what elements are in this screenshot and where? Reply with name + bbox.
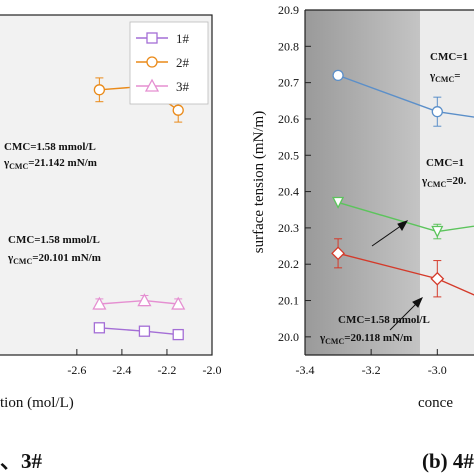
- right-series-1-point: [332, 69, 344, 82]
- right-plot-area-light: [420, 10, 474, 355]
- right-panel: 20.0 20.1 20.2 20.3 20.4 20.5 20.6 20.7 20.8 20.9…: [251, 3, 474, 473]
- left-annotation-3: CMC=1.58 mmol/L γCMC=20.101 mN/m: [7, 234, 101, 266]
- left-x-tick-label: -2.2: [157, 363, 176, 377]
- legend-marker-3: [144, 78, 160, 92]
- left-series-2-point: [172, 104, 184, 116]
- right-y-tick-label: 20.8: [278, 39, 299, 53]
- right-annotation-top: CMC=1 γCMC=: [429, 51, 468, 84]
- right-y-axis-title: surface tension (mN/m): [251, 111, 267, 253]
- right-series-2-point: [332, 196, 345, 209]
- right-y-tick-label: 20.7: [278, 76, 299, 90]
- right-y-tick-label: 20.0: [278, 330, 299, 344]
- right-series-3-point: [430, 271, 445, 286]
- legend-box: [129, 21, 209, 105]
- left-x-axis-title: tion (mol/L): [0, 395, 74, 411]
- left-x-tick-label: -2.6: [67, 363, 86, 377]
- annotation-line1: CMC=1.58 mmol/L: [4, 141, 96, 153]
- legend-label-1: 1#: [176, 31, 190, 46]
- right-x-tick-label: -3.2: [362, 363, 381, 377]
- left-series-1-point: [172, 328, 184, 341]
- left-x-tick-label: -2.0: [203, 363, 222, 377]
- right-x-ticks: -3.4-3.2-3.0-2: [296, 349, 447, 377]
- right-series-3-point: [331, 246, 345, 261]
- left-x-ticks: -2.6 -2.4 -2.2 -2.0: [67, 349, 222, 377]
- right-y-tick-label: 20.6: [278, 112, 299, 126]
- annotation-arrows: [371, 220, 423, 331]
- right-x-tick-label: -3.4: [296, 363, 315, 377]
- left-series-2-point: [93, 84, 106, 96]
- legend-marker-1: [146, 32, 158, 44]
- legend-label-2: 2#: [176, 55, 190, 70]
- annotation-line2: γCMC=20.: [421, 175, 467, 189]
- left-panel: -2.6 -2.4 -2.2 -2.0 1# 2# 3# CMC=1.58 mmol/L …: [0, 14, 222, 473]
- right-y-ticks: 20.0 20.1 20.2 20.3 20.4 20.5 20.6 20.7 20.8 20.9: [278, 3, 311, 344]
- left-series-3-point: [137, 293, 152, 307]
- annotation-line2: γCMC=21.142 mN/m: [3, 157, 97, 171]
- left-x-tick-label: -2.4: [112, 363, 131, 377]
- right-series-1-point: [431, 106, 443, 118]
- annotation-line1: CMC=1.58 mmol/L: [338, 314, 430, 326]
- legend-label-3: 3#: [176, 79, 190, 94]
- right-y-tick-label: 20.5: [278, 148, 299, 162]
- right-y-tick-label: 20.4: [278, 185, 299, 199]
- left-caption: 、3#: [0, 449, 42, 473]
- right-plot-area-dark: [305, 10, 420, 355]
- left-series-1-point: [93, 322, 106, 334]
- annotation-line1: CMC=1.58 mmol/L: [8, 234, 100, 246]
- right-series-2-point: [431, 225, 444, 238]
- left-series-1-point: [138, 325, 151, 337]
- left-annotation-2: CMC=1.58 mmol/L γCMC=21.142 mN/m: [3, 141, 97, 171]
- right-y-tick-label: 20.9: [278, 3, 299, 17]
- annotation-line2: γCMC=20.118 mN/m: [319, 332, 412, 346]
- annotation-line1: CMC=1: [426, 157, 464, 169]
- left-series-3-point: [171, 296, 186, 310]
- right-x-tick-label: -3.0: [428, 363, 447, 377]
- right-y-tick-label: 20.1: [278, 294, 299, 308]
- annotation-line1: CMC=1: [430, 51, 468, 63]
- right-annotation-mid: CMC=1 γCMC=20.: [421, 157, 467, 189]
- left-series-3-point: [92, 296, 107, 310]
- legend-marker-2: [146, 56, 158, 68]
- annotation-line2: γCMC=: [429, 70, 461, 84]
- right-annotation-bottom: CMC=1.58 mmol/L γCMC=20.118 mN/m: [319, 314, 430, 346]
- right-y-tick-label: 20.2: [278, 257, 299, 271]
- right-caption: (b) 4#: [422, 449, 474, 473]
- annotation-line2: γCMC=20.101 mN/m: [7, 252, 101, 266]
- right-x-axis-title: conce: [418, 395, 453, 411]
- right-series-layer: [331, 69, 474, 298]
- legend: 1# 2# 3#: [129, 21, 209, 105]
- right-y-tick-label: 20.3: [278, 221, 299, 235]
